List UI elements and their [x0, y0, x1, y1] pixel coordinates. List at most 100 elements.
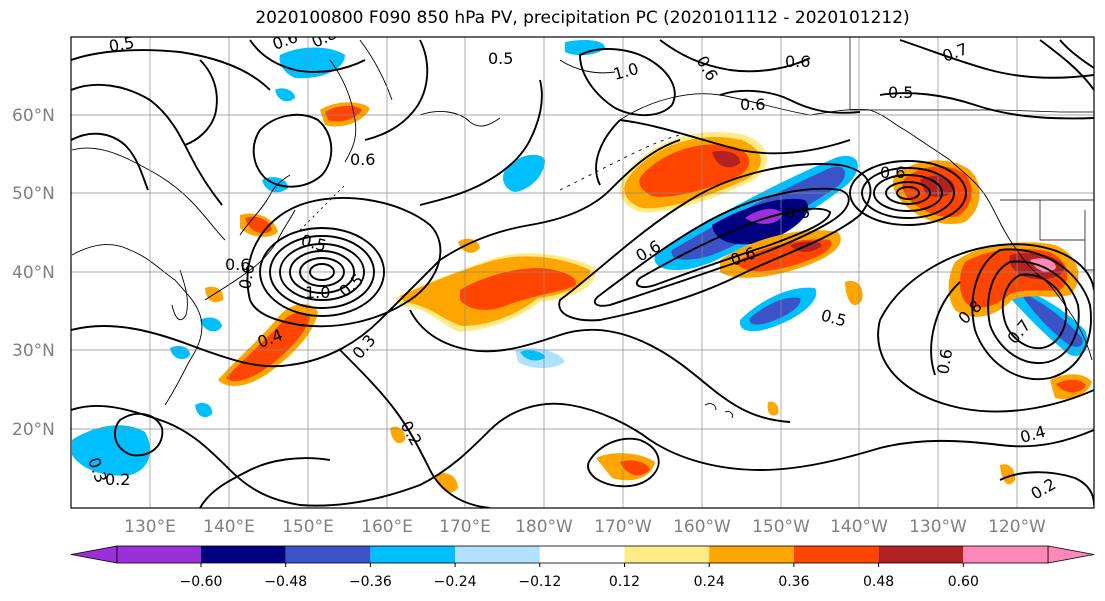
colorbar-tick-label: −0.36 [349, 574, 392, 590]
lon-label: 170°E [439, 517, 491, 537]
pv-contour-nw-6 [249, 39, 366, 73]
lat-label: 20°N [12, 420, 55, 440]
pv-contour-nepac-2 [861, 167, 955, 219]
precip-blue-12 [195, 402, 213, 418]
contour-label: 0.6 [933, 347, 956, 375]
pv-contour-nw-1 [71, 49, 271, 91]
map-plot-area: 0.5 0.6 0.8 0.5 0.6 1.0 0.6 0.7 0.5 0.6 … [71, 37, 1094, 508]
colorbar-extend-min [70, 545, 118, 564]
precipitation-shading-positive [205, 102, 1092, 493]
contour-label: 0.2 [105, 470, 130, 489]
precip-orange-7 [1000, 464, 1016, 485]
lon-label: 180°W [515, 517, 573, 537]
pv-contour-nepac-3 [873, 174, 943, 212]
map-frame [70, 36, 1095, 509]
contour-label: 0.6 [235, 262, 258, 290]
coastline-alaska [619, 93, 1093, 361]
pv-contour-wpac-outer [246, 197, 442, 328]
coastline-asia [71, 147, 226, 406]
colorbar-tick-label: 0.60 [948, 574, 979, 590]
colorbar-swatch [117, 546, 201, 563]
colorbar-tick-label: −0.48 [264, 574, 307, 590]
coastline-aleutians [559, 134, 681, 191]
border-us-canada [849, 37, 1094, 113]
lon-label: 130°E [124, 517, 176, 537]
lon-label: 160°E [361, 517, 413, 537]
pv-contour-band-4 [595, 119, 851, 186]
pv-contour-nw-4 [184, 59, 218, 146]
colorbar-labels: −0.60 −0.48 −0.36 −0.24 −0.12 0.12 0.24 0.36 0.4… [180, 563, 979, 590]
precip-red-calif-2 [1056, 379, 1086, 393]
lon-label: 170°W [594, 517, 652, 537]
pv-contour-nw-7 [364, 39, 429, 141]
colorbar-tick-label: −0.60 [180, 574, 223, 590]
colorbar-tick-label: 0.48 [863, 574, 894, 590]
coastline-north-2 [559, 59, 616, 74]
pv-contour-nw-12 [899, 39, 1094, 79]
precip-pink-calif [1030, 258, 1056, 272]
pv-contour-wpac-3 [279, 243, 365, 301]
lat-label: 40°N [12, 263, 55, 283]
pv-contour-wpac-2 [269, 235, 375, 309]
pv-contour-nw-9 [579, 48, 676, 117]
contour-label: 0.6 [740, 95, 765, 114]
colorbar-swatch [370, 546, 456, 563]
pv-contour-band-2 [593, 187, 850, 307]
pv-contour-swus-4 [877, 243, 1094, 413]
precip-blue-8 [200, 317, 222, 332]
pv-contour-nw-10 [659, 39, 811, 73]
colorbar-swatch [201, 546, 286, 563]
pv-contour-large-1 [71, 139, 681, 368]
coastline-north-1 [419, 111, 501, 127]
latitude-labels: 60°N 50°N 40°N 30°N 20°N [12, 106, 55, 440]
contour-label: 0.5 [888, 83, 913, 102]
pv-contour-nepac-1 [849, 160, 967, 226]
colorbar-tick-label: 0.36 [778, 574, 809, 590]
lon-label: 150°E [282, 517, 334, 537]
colorbar-extend-max [1047, 545, 1095, 564]
coastline-kamchatka [329, 39, 393, 163]
colorbar-swatch [878, 546, 964, 563]
colorbar-swatch [963, 546, 1048, 563]
colorbar-swatch [709, 546, 794, 563]
lat-label: 60°N [12, 106, 55, 126]
border-us-states-1 [1039, 200, 1085, 241]
pv-contour-large-6 [587, 437, 660, 488]
pv-contour-band-1 [558, 163, 872, 322]
gridlines [71, 37, 1094, 508]
pv-contour-band-3 [635, 207, 831, 288]
lat-label: 50°N [12, 184, 55, 204]
lat-label: 30°N [12, 341, 55, 361]
contour-label: 0.5 [488, 49, 513, 68]
precip-darkred-gulf [712, 150, 741, 168]
colorbar-swatch [285, 546, 371, 563]
contour-label: 0.6 [785, 52, 810, 71]
pv-contours [71, 39, 1094, 508]
precip-blue-2 [503, 154, 545, 192]
coastline-korea [171, 269, 188, 321]
pv-contour-nepac-4 [885, 181, 931, 205]
pv-contour-large-2 [71, 402, 1094, 507]
coastlines [71, 39, 1093, 419]
pv-contour-nw-15 [1059, 39, 1094, 69]
precip-red-pac [460, 268, 576, 310]
lon-label: 130°W [909, 517, 967, 537]
coastline-kuril [299, 184, 346, 231]
pv-contour-nw-8 [419, 79, 543, 206]
precip-orange-5 [845, 280, 863, 306]
pv-contour-large-8 [999, 471, 1094, 506]
precip-blue-11 [275, 88, 295, 102]
precip-orange-8 [390, 426, 406, 444]
contour-label: 0.5 [785, 203, 810, 222]
precip-red-4 [620, 460, 650, 476]
pv-contour-wpac-4 [289, 250, 355, 294]
lon-label: 160°W [673, 517, 731, 537]
pv-contour-nw-3 [71, 132, 149, 191]
precip-blue-4 [565, 40, 605, 56]
pv-contour-nw-2 [71, 83, 223, 206]
precip-orange-6 [435, 473, 458, 493]
pv-contour-large-3 [339, 349, 491, 508]
pv-contour-nw-13 [879, 92, 1094, 120]
contour-label: 0.6 [880, 163, 905, 182]
